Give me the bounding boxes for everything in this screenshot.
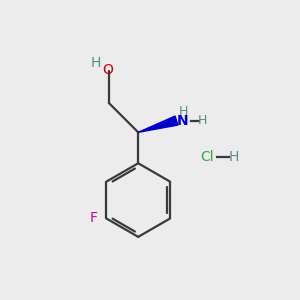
Text: O: O [102, 63, 113, 77]
Text: H: H [179, 105, 188, 118]
Polygon shape [138, 116, 178, 132]
Text: N: N [177, 114, 189, 128]
Text: H: H [198, 114, 207, 127]
Text: H: H [90, 56, 101, 70]
Text: Cl: Cl [201, 150, 214, 164]
Text: H: H [229, 150, 239, 164]
Text: F: F [90, 212, 98, 226]
